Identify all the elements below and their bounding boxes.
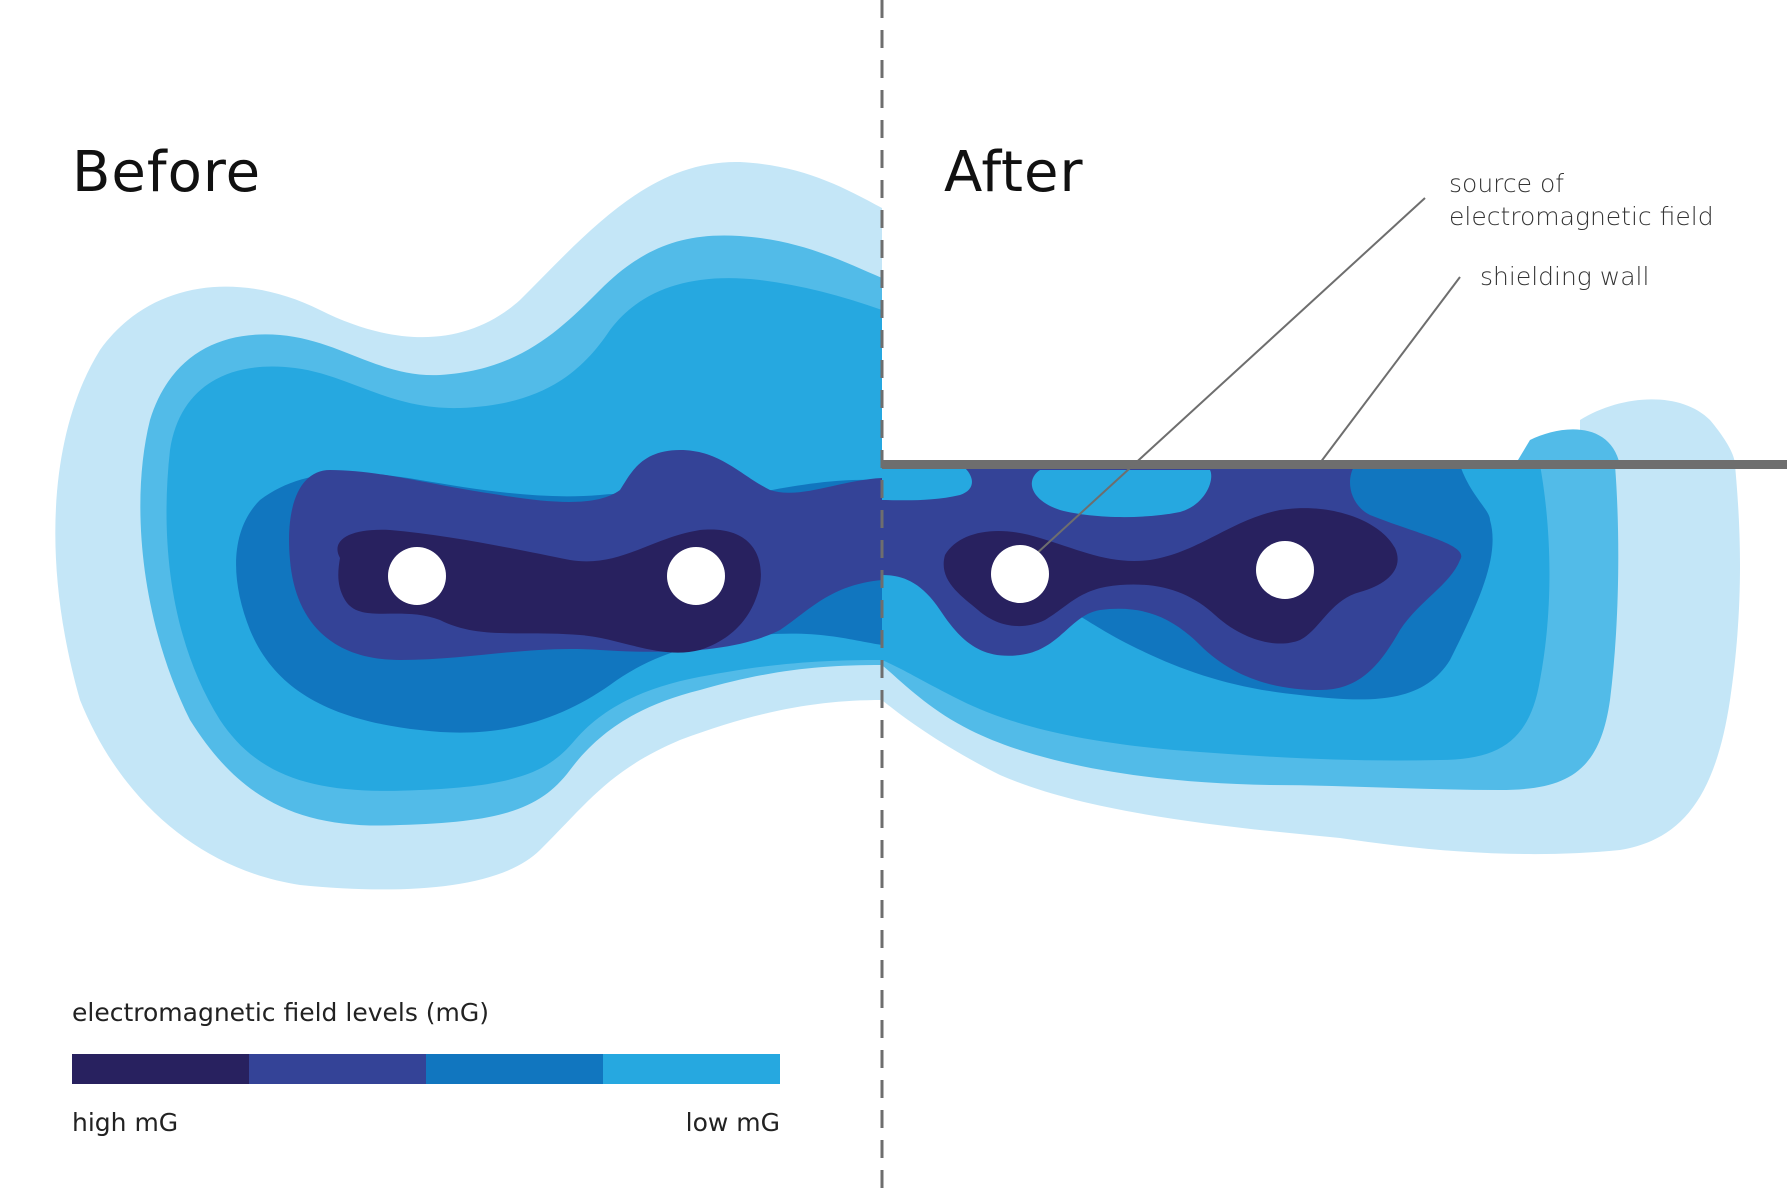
before-heading: Before (72, 140, 262, 205)
wall-callout-leader-line (1319, 276, 1461, 464)
after-low-pocket-2 (1031, 470, 1212, 518)
after-heading: After (944, 140, 1084, 205)
before-field-contours (55, 161, 883, 890)
source-callout: source of electromagnetic field (1449, 167, 1749, 233)
legend-high-label: high mG (72, 1108, 179, 1137)
legend-color-bar (72, 1054, 780, 1084)
source-after-2 (1256, 541, 1314, 599)
legend-title: electromagnetic field levels (mG) (72, 998, 490, 1027)
before-contour-level-1 (337, 529, 761, 653)
source-callout-line-2: electromagnetic field (1449, 202, 1714, 231)
after-low-pocket-1 (882, 468, 972, 501)
source-before-2 (667, 547, 725, 605)
source-callout-leader-line (1034, 197, 1426, 556)
legend-swatch-4 (603, 1054, 780, 1084)
shielding-wall (882, 460, 1787, 469)
after-field-contours (882, 399, 1740, 855)
source-after-1 (991, 545, 1049, 603)
legend-swatch-2 (249, 1054, 426, 1084)
legend-low-label: low mG (685, 1108, 780, 1137)
legend-swatch-3 (426, 1054, 603, 1084)
source-before-1 (388, 547, 446, 605)
source-callout-line-1: source of (1449, 169, 1565, 198)
legend-swatch-1 (72, 1054, 249, 1084)
field-sources (388, 541, 1314, 605)
shielding-wall-callout: shielding wall (1480, 262, 1650, 291)
